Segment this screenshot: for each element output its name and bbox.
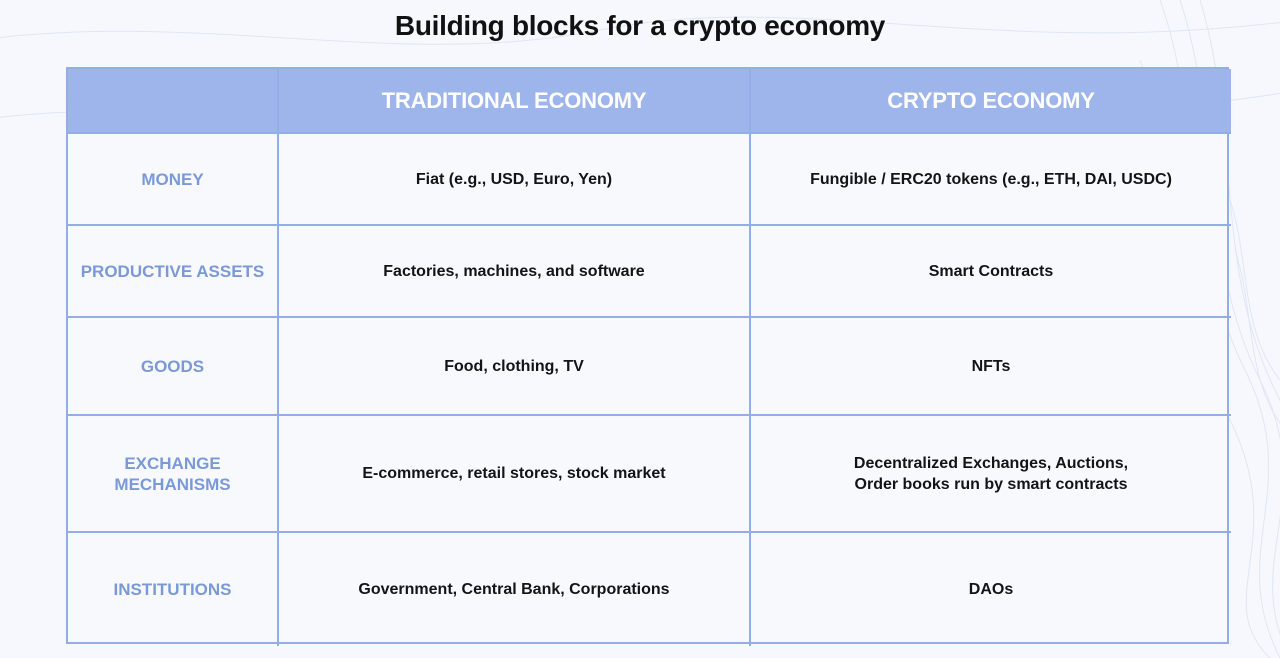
table-cell-traditional: Food, clothing, TV [279, 318, 751, 416]
table-cell-traditional: Fiat (e.g., USD, Euro, Yen) [279, 134, 751, 226]
row-label-productive-assets: PRODUCTIVE ASSETS [68, 226, 279, 318]
table-cell-crypto: Smart Contracts [751, 226, 1231, 318]
header-crypto-economy: CRYPTO ECONOMY [751, 69, 1231, 134]
table-cell-traditional: Factories, machines, and software [279, 226, 751, 318]
row-label-goods: GOODS [68, 318, 279, 416]
table-cell-crypto: Decentralized Exchanges, Auctions, Order… [751, 416, 1231, 533]
row-label-exchange-mechanisms: EXCHANGE MECHANISMS [68, 416, 279, 533]
comparison-table: TRADITIONAL ECONOMY CRYPTO ECONOMY MONEY… [66, 67, 1231, 646]
header-empty-cell [68, 69, 279, 134]
table-cell-crypto: NFTs [751, 318, 1231, 416]
page-title: Building blocks for a crypto economy [394, 10, 886, 41]
table-cell-traditional: E-commerce, retail stores, stock market [279, 416, 751, 533]
row-label-institutions: INSTITUTIONS [68, 533, 279, 646]
header-traditional-economy: TRADITIONAL ECONOMY [279, 69, 751, 134]
row-label-money: MONEY [68, 134, 279, 226]
table-cell-traditional: Government, Central Bank, Corporations [279, 533, 751, 646]
table-cell-crypto: Fungible / ERC20 tokens (e.g., ETH, DAI,… [751, 134, 1231, 226]
table-cell-crypto: DAOs [968, 581, 1014, 598]
